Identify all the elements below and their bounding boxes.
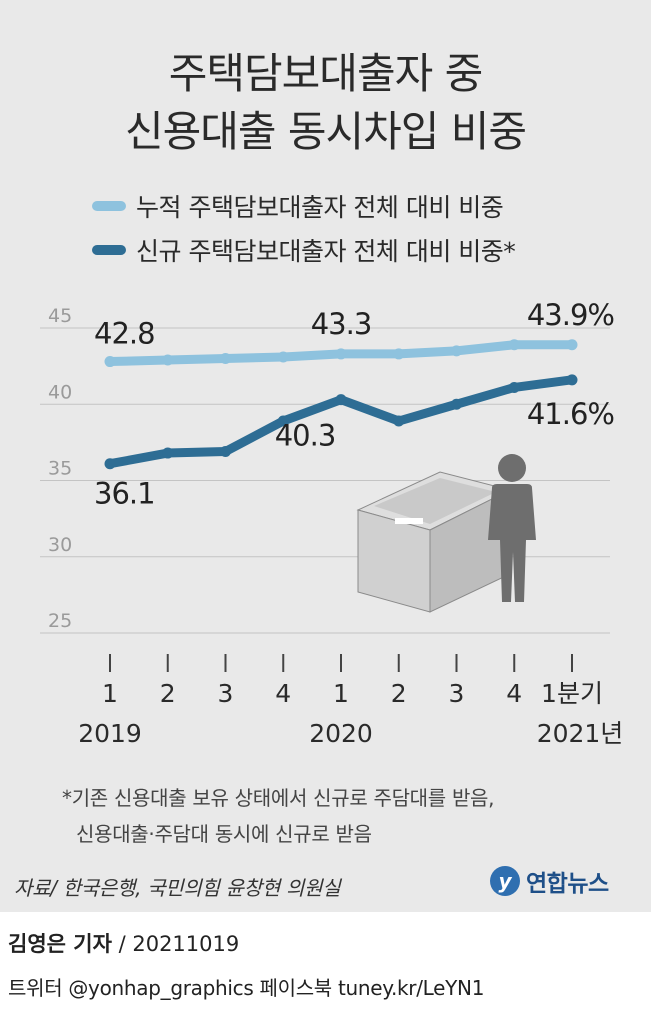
- data-point-s2: [566, 374, 578, 386]
- data-label-s1-first: 42.8: [94, 317, 155, 351]
- data-label-s2-last: 41.6%: [527, 397, 614, 431]
- data-point-s2: [393, 415, 405, 427]
- social-links: 트위터 @yonhap_graphics 페이스북 tuney.kr/LeYN1: [8, 976, 485, 1000]
- x-tick-label: 4: [506, 679, 522, 708]
- line-chart: 45 40 35 30 25 42.8 43.3 43.9% 36.1 40.3 41.6% 1 2…: [40, 298, 623, 748]
- data-point-s2: [451, 398, 462, 410]
- data-point-s2: [162, 447, 174, 459]
- data-point-s1: [162, 354, 174, 366]
- data-label-s2-mid: 40.3: [275, 419, 336, 453]
- data-point-s1: [104, 356, 116, 368]
- data-point-s1: [220, 353, 231, 364]
- agency-logo-block: y 연합뉴스: [490, 864, 609, 898]
- data-label-s1-mid: 43.3: [311, 307, 372, 341]
- data-point-s2: [104, 458, 116, 470]
- x-tick-label: 4: [275, 679, 291, 708]
- y-tick-label: 35: [48, 458, 72, 480]
- byline: 김영은 기자 / 20211019: [8, 928, 239, 958]
- legend-label-cumulative: 누적 주택담보대출자 전체 대비 비중: [136, 193, 504, 222]
- footnote-line-2: 신용대출·주담대 동시에 신규로 받음: [76, 822, 372, 846]
- x-tick-label: 1분기: [541, 679, 603, 708]
- y-tick-label: 30: [48, 534, 72, 556]
- data-point-s1: [393, 348, 405, 360]
- publish-date: / 20211019: [111, 932, 240, 956]
- box-inner-face: [374, 478, 496, 524]
- year-label: 2019: [78, 719, 142, 748]
- series-layer: 42.8 43.3 43.9% 36.1 40.3 41.6%: [94, 298, 615, 511]
- data-point-s1: [566, 339, 578, 351]
- source-credit: 자료/ 한국은행, 국민의힘 윤창현 의원실: [14, 876, 341, 900]
- person-body: [488, 484, 536, 602]
- y-tick-label: 45: [48, 305, 72, 327]
- data-point-s1: [335, 348, 347, 360]
- series-line-2: [105, 375, 577, 469]
- title-line-1: 주택담보대출자 중: [168, 49, 483, 98]
- agency-logo-icon: y: [490, 866, 520, 896]
- data-point-s1: [277, 351, 289, 363]
- x-tick-label: 2: [160, 679, 176, 708]
- x-tick-label: 2: [391, 679, 407, 708]
- year-label: 2020: [309, 719, 373, 748]
- title-line-2: 신용대출 동시차입 비중: [124, 107, 527, 156]
- y-tick-label: 40: [48, 381, 72, 403]
- data-point-s1: [508, 339, 520, 351]
- box-label-strip: [395, 518, 423, 524]
- x-tick-label: 3: [449, 679, 465, 708]
- legend-item-cumulative: 누적 주택담보대출자 전체 대비 비중: [92, 188, 504, 224]
- data-label-s2-first: 36.1: [94, 477, 155, 511]
- data-point-s2: [277, 415, 289, 427]
- x-tick-label: 1: [333, 679, 349, 708]
- x-axis: 1 2 3 4 1 2 3 4 1분기 2019 2020 2021년: [78, 654, 623, 748]
- data-point-s1: [451, 345, 462, 357]
- data-point-s2: [220, 446, 231, 458]
- person-head: [498, 454, 526, 482]
- legend-label-new: 신규 주택담보대출자 전체 대비 비중*: [136, 237, 516, 266]
- legend-swatch-new: [92, 245, 126, 255]
- agency-name: 연합뉴스: [526, 871, 609, 897]
- footnote-line-1: *기존 신용대출 보유 상태에서 신규로 주담대를 받음,: [62, 786, 495, 810]
- y-tick-label: 25: [48, 610, 72, 632]
- legend-item-new: 신규 주택담보대출자 전체 대비 비중*: [92, 232, 516, 268]
- x-tick-label: 3: [218, 679, 234, 708]
- infographic-panel: 주택담보대출자 중 신용대출 동시차입 비중 누적 주택담보대출자 전체 대비 …: [0, 0, 651, 912]
- data-point-s2: [335, 394, 347, 406]
- legend-swatch-cumulative: [92, 201, 126, 211]
- reporter-name: 김영은 기자: [8, 932, 112, 956]
- data-label-s1-last: 43.9%: [527, 298, 614, 332]
- data-point-s2: [508, 381, 520, 393]
- x-tick-label: 1: [102, 679, 118, 708]
- year-label: 2021년: [537, 719, 624, 748]
- illustration-house-person: [356, 454, 536, 613]
